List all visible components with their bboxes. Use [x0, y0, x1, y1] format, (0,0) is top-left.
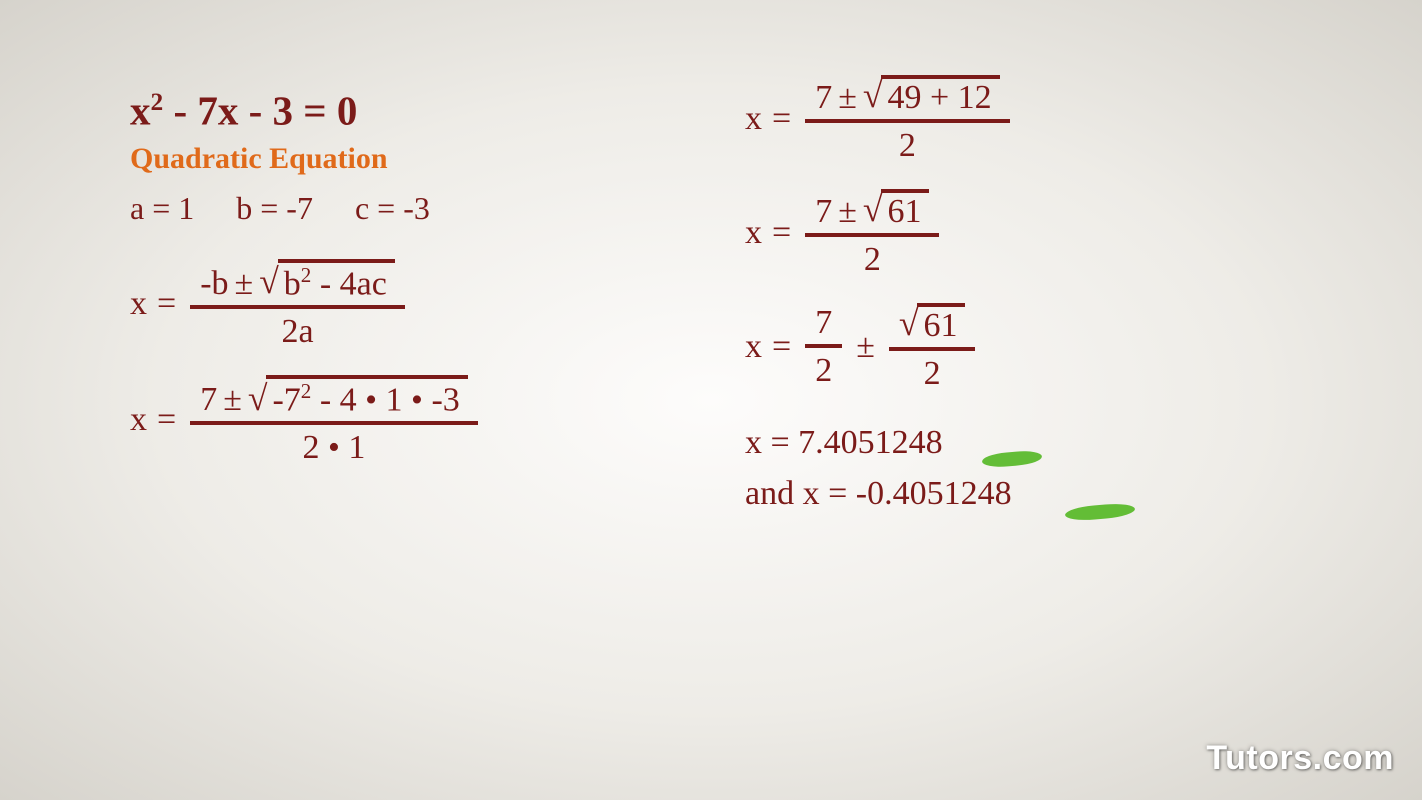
lhs: x — [130, 285, 147, 323]
numerator: 7 ± √ 61 — [805, 189, 939, 233]
answer-2-line: and x = -0.4051248 — [745, 468, 1305, 519]
radicand: -72 - 4 • 1 • -3 — [266, 375, 467, 417]
lhs: x — [745, 100, 762, 138]
step-substituted: x = 7 ± √ -72 - 4 • 1 • -3 2 • 1 — [130, 375, 710, 465]
rad-exp: 2 — [301, 263, 312, 287]
answer-2: x = -0.4051248 — [803, 475, 1012, 512]
equals: = — [157, 401, 176, 439]
eq-rest: - 7x - 3 = 0 — [163, 88, 357, 134]
step-4: x = 7 2 ± √ 61 2 — [745, 303, 1305, 391]
coeff-b: b = -7 — [236, 190, 313, 226]
denominator: 2 — [815, 348, 832, 388]
sqrt-icon: √ — [863, 192, 883, 228]
rad-post: - 4 • 1 • -3 — [311, 381, 459, 418]
denominator: 2 • 1 — [303, 425, 366, 465]
sqrt-icon: √ — [863, 78, 883, 114]
equation-title: x2 - 7x - 3 = 0 — [130, 90, 710, 132]
lhs: x — [745, 328, 762, 366]
and-label: and — [745, 475, 803, 512]
equals: = — [772, 214, 791, 252]
denominator: 2 — [924, 351, 941, 391]
step-2: x = 7 ± √ 49 + 12 2 — [745, 75, 1305, 163]
lhs: x — [745, 214, 762, 252]
denominator: 2 — [899, 123, 916, 163]
fraction: 7 ± √ 61 2 — [805, 189, 939, 277]
fraction: -b ± √ b2 - 4ac 2a — [190, 259, 405, 349]
numerator: -b ± √ b2 - 4ac — [190, 259, 405, 305]
radical: √ 61 — [863, 189, 930, 229]
num-pre: 7 — [815, 195, 832, 229]
right-column: x = 7 ± √ 49 + 12 2 x = — [745, 75, 1305, 519]
equals: = — [157, 285, 176, 323]
equals: = — [772, 328, 791, 366]
fraction-2: √ 61 2 — [889, 303, 976, 391]
sqrt-icon: √ — [899, 306, 919, 342]
sqrt-icon: √ — [248, 381, 268, 417]
fraction: 7 ± √ -72 - 4 • 1 • -3 2 • 1 — [190, 375, 478, 465]
eq-base: x — [130, 88, 151, 134]
denominator: 2a — [281, 309, 313, 349]
radicand: 61 — [917, 303, 965, 343]
fraction-1: 7 2 — [805, 306, 842, 388]
rad-pre: b — [284, 265, 301, 302]
equals: = — [772, 100, 791, 138]
coeff-c: c = -3 — [355, 190, 430, 226]
coeff-a: a = 1 — [130, 190, 194, 226]
plus-minus: ± — [856, 328, 875, 366]
rad-post: - 4ac — [311, 265, 387, 302]
radical: √ 49 + 12 — [863, 75, 1000, 115]
plus-minus: ± — [838, 195, 857, 229]
rad-pre: -7 — [272, 381, 300, 418]
lhs: x — [130, 401, 147, 439]
eq-exponent: 2 — [151, 88, 164, 116]
radical: √ -72 - 4 • 1 • -3 — [248, 375, 468, 417]
radical: √ b2 - 4ac — [259, 259, 395, 301]
radical: √ 61 — [899, 303, 966, 343]
num-pre: 7 — [815, 81, 832, 115]
fraction: 7 ± √ 49 + 12 2 — [805, 75, 1009, 163]
numerator: 7 — [805, 306, 842, 344]
plus-minus: ± — [235, 267, 254, 301]
radicand: 49 + 12 — [881, 75, 999, 115]
slide: x2 - 7x - 3 = 0 Quadratic Equation a = 1… — [0, 0, 1422, 800]
num-pre: -b — [200, 267, 228, 301]
sqrt-icon: √ — [259, 264, 279, 300]
denominator: 2 — [864, 237, 881, 277]
radicand: 61 — [881, 189, 929, 229]
numerator: √ 61 — [889, 303, 976, 347]
plus-minus: ± — [223, 383, 242, 417]
coefficients: a = 1 b = -7 c = -3 — [130, 190, 710, 227]
left-column: x2 - 7x - 3 = 0 Quadratic Equation a = 1… — [130, 90, 710, 491]
numerator: 7 ± √ 49 + 12 — [805, 75, 1009, 119]
radicand: b2 - 4ac — [278, 259, 395, 301]
answers: x = 7.4051248 and x = -0.4051248 — [745, 417, 1305, 519]
rad-exp: 2 — [301, 379, 312, 403]
numerator: 7 ± √ -72 - 4 • 1 • -3 — [190, 375, 478, 421]
plus-minus: ± — [838, 81, 857, 115]
step-3: x = 7 ± √ 61 2 — [745, 189, 1305, 277]
num-pre: 7 — [200, 383, 217, 417]
subtitle: Quadratic Equation — [130, 142, 710, 176]
watermark: Tutors.com — [1206, 739, 1394, 778]
quadratic-formula: x = -b ± √ b2 - 4ac 2a — [130, 259, 710, 349]
